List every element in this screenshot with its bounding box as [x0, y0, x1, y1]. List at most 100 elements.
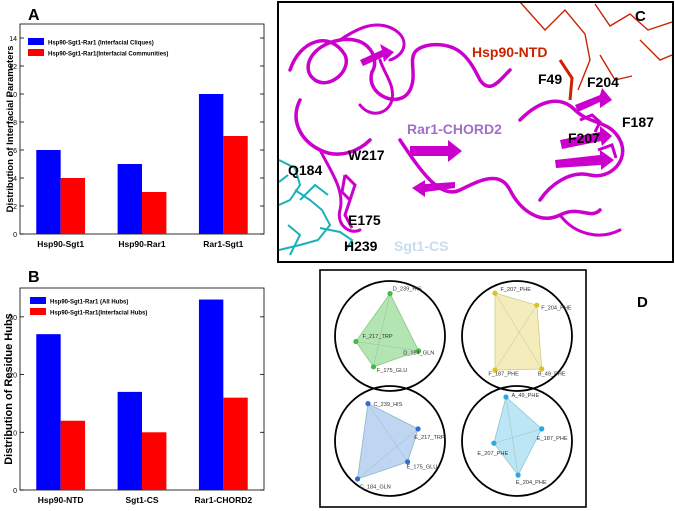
clique-node [539, 426, 545, 432]
y-tick-label: 30 [9, 315, 17, 322]
bar-hsp90-rar1-series-1 [117, 164, 142, 234]
panel-a-bars [36, 94, 248, 234]
clique-node [491, 440, 497, 446]
rar1-beta-strands [360, 44, 614, 197]
bar-hsp90-sgt1-series-1 [36, 150, 61, 234]
bar-sgt1-cs-series-1 [117, 391, 142, 490]
clique-circle [334, 280, 446, 392]
clique-node-label: E_207_PHE [477, 451, 508, 457]
clique-circle [461, 385, 573, 497]
clique-node-label: E_217_TRP [414, 435, 445, 441]
panel-a-x-ticks: Hsp90-Sgt1 Hsp90-Rar1 Rar1-Sgt1 [37, 239, 243, 249]
clique-node [405, 459, 411, 465]
label-e175: E175 [348, 212, 381, 228]
clique-edge [536, 305, 542, 370]
panel-a-legend: Hsp90-Sgt1-Rar1 (Interfacial Cliques) Hs… [28, 38, 168, 58]
clique-edge [493, 443, 519, 476]
legend-swatch-interfacial-hubs [30, 308, 46, 315]
legend-swatch-cliques [28, 38, 44, 45]
panel-a-y-ticks: 0 2 4 6 8 10 12 14 [9, 36, 264, 239]
clique-1: D_239_HIS F_217_TRP D_184_GLN F_175_GLU [334, 280, 446, 392]
clique-node-label: F_207_PHE [501, 287, 532, 293]
panel-a: A 0 2 4 6 8 10 12 14 Hsp90-Sgt1 Hsp90-Rar1 Rar1-S… [5, 7, 265, 249]
panel-b-legend: Hsp90-Sgt1-Rar1 (All Hubs) Hsp90-Sgt1-Ra… [30, 297, 147, 317]
clique-edge [494, 368, 542, 371]
clique-node [365, 401, 371, 407]
clique-edge [389, 293, 419, 351]
label-q184: Q184 [288, 162, 322, 178]
label-f204: F204 [587, 74, 619, 90]
x-tick-label: Hsp90-Rar1 [118, 239, 166, 249]
clique-node [503, 394, 509, 400]
bar-rar1-chord2-series-2 [223, 397, 248, 490]
clique-edge [355, 293, 391, 342]
clique-node-label: D_184_GLN [403, 351, 434, 357]
clique-3: C_239_HIS E_217_TRP E_175_GLU C_184_GLN [334, 385, 446, 497]
clique-edge [355, 341, 374, 367]
clique-edge [357, 428, 419, 480]
clique-edge [517, 428, 542, 476]
label-h239: H239 [344, 238, 378, 254]
rar1-side-chains [340, 113, 618, 229]
x-tick-label: Sgt1-CS [125, 495, 158, 505]
clique-edge [357, 461, 408, 480]
panel-c-structure: C Hsp90-NTD F49 F204 F187 F207 Rar1-CHOR… [277, 1, 674, 263]
clique-edge [505, 396, 542, 430]
clique-node-label: F_217_TRP [363, 334, 393, 340]
x-tick-label: Hsp90-NTD [38, 495, 84, 505]
label-sgt1-cs: Sgt1-CS [394, 238, 448, 254]
y-tick-label: 10 [9, 92, 17, 99]
clique-node [534, 302, 540, 308]
clique-edge [373, 293, 391, 367]
bar-hsp90-ntd-series-1 [36, 334, 61, 490]
panel-a-label: A [28, 7, 40, 24]
panel-c-label: C [635, 8, 646, 25]
bar-rar1-chord2-series-1 [198, 299, 224, 490]
bar-rar1-sgt1-series-2 [223, 136, 248, 234]
label-f49: F49 [538, 71, 562, 87]
legend-label-communities: Hsp90-Sgt1-Rar1(Interfacial Communities) [48, 52, 168, 58]
legend-swatch-all-hubs [30, 297, 46, 304]
y-tick-label: 10 [9, 430, 17, 437]
clique-node-label: E_204_PHE [516, 480, 547, 486]
clique-node [354, 476, 361, 482]
clique-node [416, 348, 422, 354]
panel-a-y-axis-label: Distribution of Interfacial Parameters [5, 46, 16, 213]
y-tick-label: 20 [9, 373, 17, 380]
y-tick-label: 0 [13, 232, 17, 239]
label-hsp90-ntd: Hsp90-NTD [472, 44, 547, 60]
y-tick-label: 8 [13, 120, 17, 127]
clique-node-label: B_49_PHE [538, 372, 566, 378]
clique-node-label: C_239_HIS [374, 402, 403, 408]
y-tick-label: 12 [9, 64, 17, 71]
clique-edge [407, 428, 419, 462]
bar-hsp90-rar1-series-2 [142, 192, 167, 234]
clique-node [353, 338, 359, 345]
clique-node-label: E_175_GLU [407, 465, 438, 471]
label-f207: F207 [568, 130, 600, 146]
legend-label-cliques: Hsp90-Sgt1-Rar1 (Interfacial Cliques) [48, 41, 154, 47]
clique-node-label: E_187_PHE [537, 436, 568, 442]
clique-2: F_207_PHE F_204_PHE F_187_PHE B_49_PHE [461, 280, 573, 392]
clique-4: A_49_PHE E_187_PHE E_207_PHE E_204_PHE [461, 385, 573, 497]
label-f187: F187 [622, 114, 654, 130]
clique-node [415, 426, 421, 432]
clique-node-label: D_239_HIS [393, 286, 422, 292]
clique-node-label: C_184_GLN [360, 484, 391, 490]
panel-b-label: B [28, 269, 40, 286]
clique-node-label: F_175_GLU [377, 368, 407, 374]
sgt1-cs-sticks [279, 159, 354, 256]
bar-hsp90-sgt1-series-2 [60, 178, 86, 234]
clique-node-label: A_49_PHE [512, 393, 540, 399]
clique-edge [493, 428, 542, 444]
clique-node [515, 472, 521, 478]
panel-b-bars [36, 299, 248, 490]
clique-node [370, 364, 377, 370]
clique-edge [357, 403, 369, 479]
panel-d-cliques: D D_239_HIS F_217_TRP D_184_GLN F_175_GLU F_… [319, 269, 648, 508]
hsp90-ntd-chain [519, 3, 672, 101]
panel-b-y-axis-label: Distribution of Residue Hubs [3, 313, 15, 465]
clique-circle [461, 280, 573, 392]
x-tick-label: Rar1-CHORD2 [195, 495, 253, 505]
